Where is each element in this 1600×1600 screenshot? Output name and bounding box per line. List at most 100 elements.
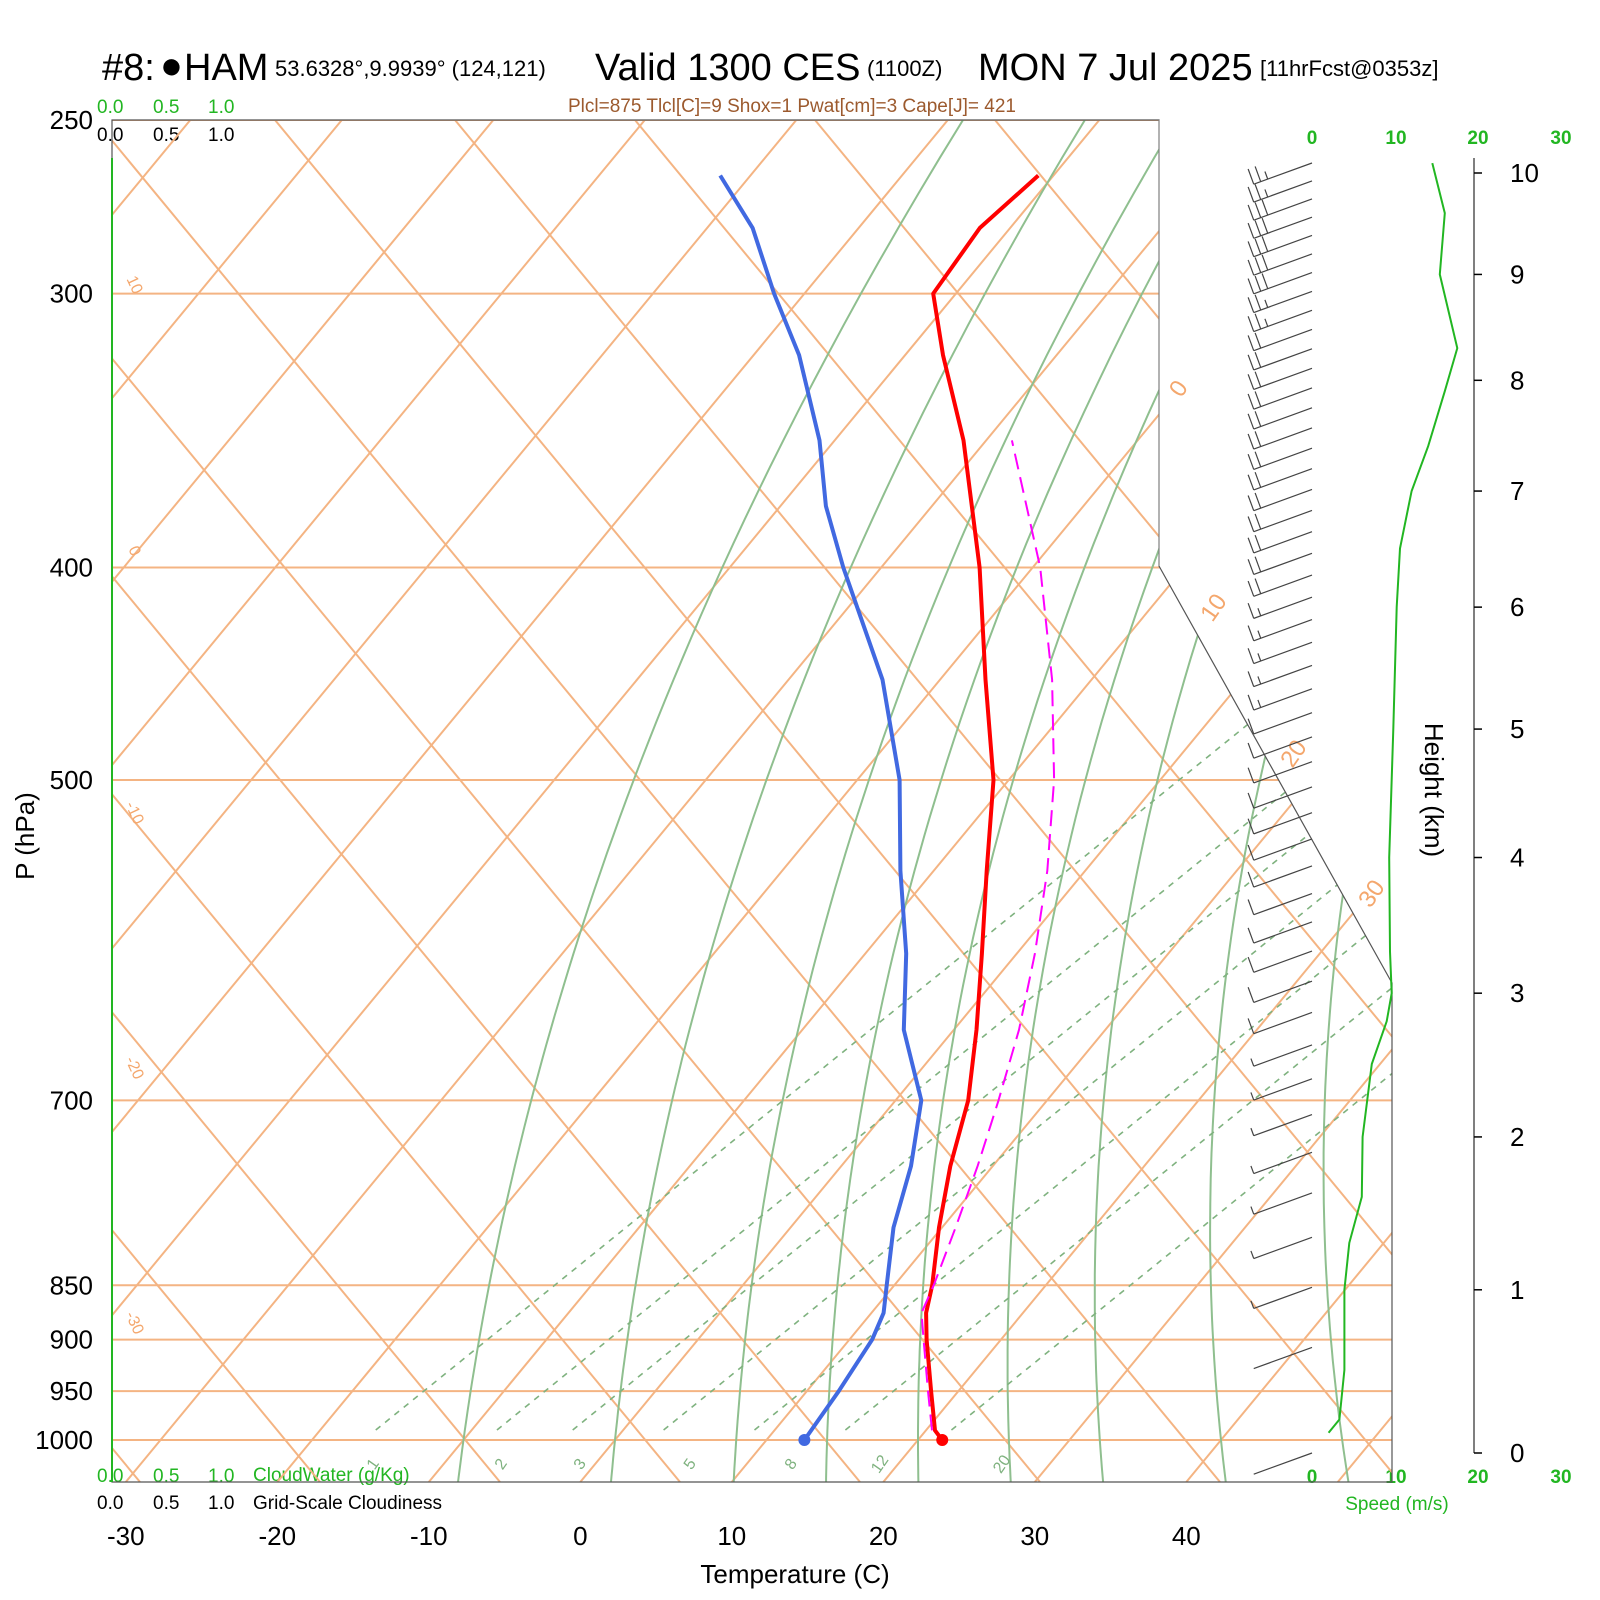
bottom-cloudwater-tick: 1.0	[208, 1466, 234, 1487]
moist-adiabat-line	[1322, 120, 1392, 1482]
mixing-ratio-label: 3	[571, 1456, 590, 1473]
station-marker: ●	[160, 45, 183, 87]
axes: -30 -20 -10 0 10 20 30 402503004005007008509009…	[35, 105, 1539, 1551]
wind-barb	[1247, 216, 1313, 239]
wind-barb	[1247, 921, 1313, 944]
top-cloudwater-tick: 0.5	[153, 97, 179, 118]
isotherm-line	[1337, 120, 1392, 1482]
top-cloudwater-scale: 0.0 0.5 1.0	[97, 97, 234, 118]
mixing-ratio-line	[496, 566, 1392, 1431]
top-speed-tick: 30	[1550, 128, 1571, 149]
dewpoint-line	[718, 174, 924, 1442]
wind-barb	[1250, 1113, 1313, 1137]
wind-barb	[1250, 1236, 1313, 1260]
isotherm-line	[1034, 120, 1392, 1482]
bottom-speed-scale: 0 10 20 30 Speed (m/s)	[1307, 1467, 1572, 1515]
bottom-cloudiness-tick: 0.0	[97, 1493, 123, 1514]
wind-barb	[1247, 865, 1313, 888]
bottom-cloudwater-scale: 0.0 0.5 1.0 CloudWater (g/Kg)	[97, 1465, 410, 1487]
isotherm-line	[276, 120, 1392, 1482]
speed-axis-label: Speed (m/s)	[1345, 1494, 1448, 1515]
bottom-speed-tick: 0	[1307, 1467, 1318, 1488]
wind-barb	[1250, 1044, 1313, 1067]
isotherm-label: 0	[1164, 375, 1194, 401]
pressure-tick-label: 250	[50, 105, 93, 135]
wind-barb	[1247, 688, 1313, 711]
top-speed-scale: 0 10 20 30	[1307, 128, 1572, 149]
isotherm-line	[112, 120, 495, 1482]
wind-barb	[1247, 272, 1313, 295]
wind-barb	[1247, 761, 1313, 784]
bottom-cloudiness-tick: 0.5	[153, 1493, 179, 1514]
adiabat-line	[112, 120, 321, 1482]
background-grid	[112, 120, 1392, 1482]
x-tick-label: 40	[1172, 1521, 1201, 1551]
bottom-cloudwater-tick: 0.5	[153, 1466, 179, 1487]
bottom-cloudwater-tick: 0.0	[97, 1466, 123, 1487]
height-tick-label: 5	[1510, 714, 1524, 744]
isotherm-label: 10	[1195, 589, 1232, 626]
station-id: #8:	[102, 47, 155, 89]
moist-adiabat-line	[732, 120, 1178, 1482]
station-name: HAM	[184, 47, 268, 89]
adiabat-line	[634, 120, 1392, 1482]
moist-adiabat-line	[456, 120, 964, 1482]
wind-barb	[1247, 712, 1313, 735]
mixing-ratio-line	[663, 566, 1392, 1431]
wind-barb	[1247, 290, 1313, 314]
height-axis-label: Height (km)	[1419, 723, 1449, 857]
bottom-cloudiness-label: Grid-Scale Cloudiness	[253, 1493, 442, 1514]
moist-adiabat-line	[917, 120, 1301, 1482]
wind-barb	[1253, 1346, 1313, 1370]
isotherm-label: 0	[124, 543, 143, 558]
bottom-speed-tick: 20	[1467, 1467, 1488, 1488]
height-tick-label: 4	[1510, 843, 1524, 873]
bottom-speed-tick: 30	[1550, 1467, 1571, 1488]
adiabat-line	[112, 120, 1221, 1482]
isotherm-line	[112, 120, 343, 1482]
isotherm-line	[112, 120, 1101, 1482]
x-tick-label: 20	[869, 1521, 898, 1551]
top-speed-tick: 0	[1307, 128, 1318, 149]
wind-barb	[1247, 447, 1313, 470]
wind-barb	[1250, 1151, 1313, 1175]
wind-barb	[1247, 234, 1313, 258]
bottom-cloudiness-tick: 1.0	[208, 1493, 234, 1514]
wind-barb	[1247, 198, 1313, 221]
wind-barb	[1247, 348, 1313, 371]
adiabat-line	[454, 120, 1392, 1482]
pressure-tick-label: 900	[50, 1325, 93, 1355]
wind-barb	[1247, 552, 1313, 576]
pressure-tick-label: 1000	[35, 1425, 93, 1455]
adiabat-line	[112, 120, 1041, 1482]
wind-barb	[1247, 980, 1313, 1004]
pressure-tick-label: 700	[50, 1085, 93, 1115]
wind-barb	[1250, 1078, 1313, 1101]
wind-barb	[1250, 1192, 1313, 1215]
x-tick-label: 0	[573, 1521, 587, 1551]
pressure-tick-label: 950	[50, 1376, 93, 1406]
wind-barb	[1247, 180, 1313, 203]
wind-barbs	[1247, 162, 1313, 1475]
wind-barb	[1247, 531, 1313, 554]
parcel-line	[920, 440, 1056, 1431]
wind-barb	[1247, 509, 1313, 533]
isotherm-label: -10	[121, 799, 146, 827]
wind-barb	[1247, 619, 1313, 642]
grid-clip	[112, 120, 1392, 1482]
mixing-ratio-line	[844, 566, 1392, 1431]
adiabat-line	[112, 120, 861, 1482]
wind-barb	[1247, 427, 1313, 450]
forecast-run: [11hrFcst@0353z]	[1260, 56, 1438, 81]
dewpoint-surface-dot	[798, 1434, 811, 1446]
temperature-line	[924, 174, 1040, 1442]
adiabat-line	[274, 120, 1392, 1482]
x-tick-label: -30	[107, 1521, 145, 1551]
plot-frame	[111, 119, 1475, 1483]
height-tick-label: 9	[1510, 259, 1524, 289]
wind-speed-line	[1327, 162, 1459, 1434]
height-tick-label: 1	[1510, 1275, 1524, 1305]
height-tick-label: 0	[1510, 1438, 1524, 1468]
wind-barb	[1247, 407, 1313, 430]
x-tick-label: -10	[410, 1521, 448, 1551]
